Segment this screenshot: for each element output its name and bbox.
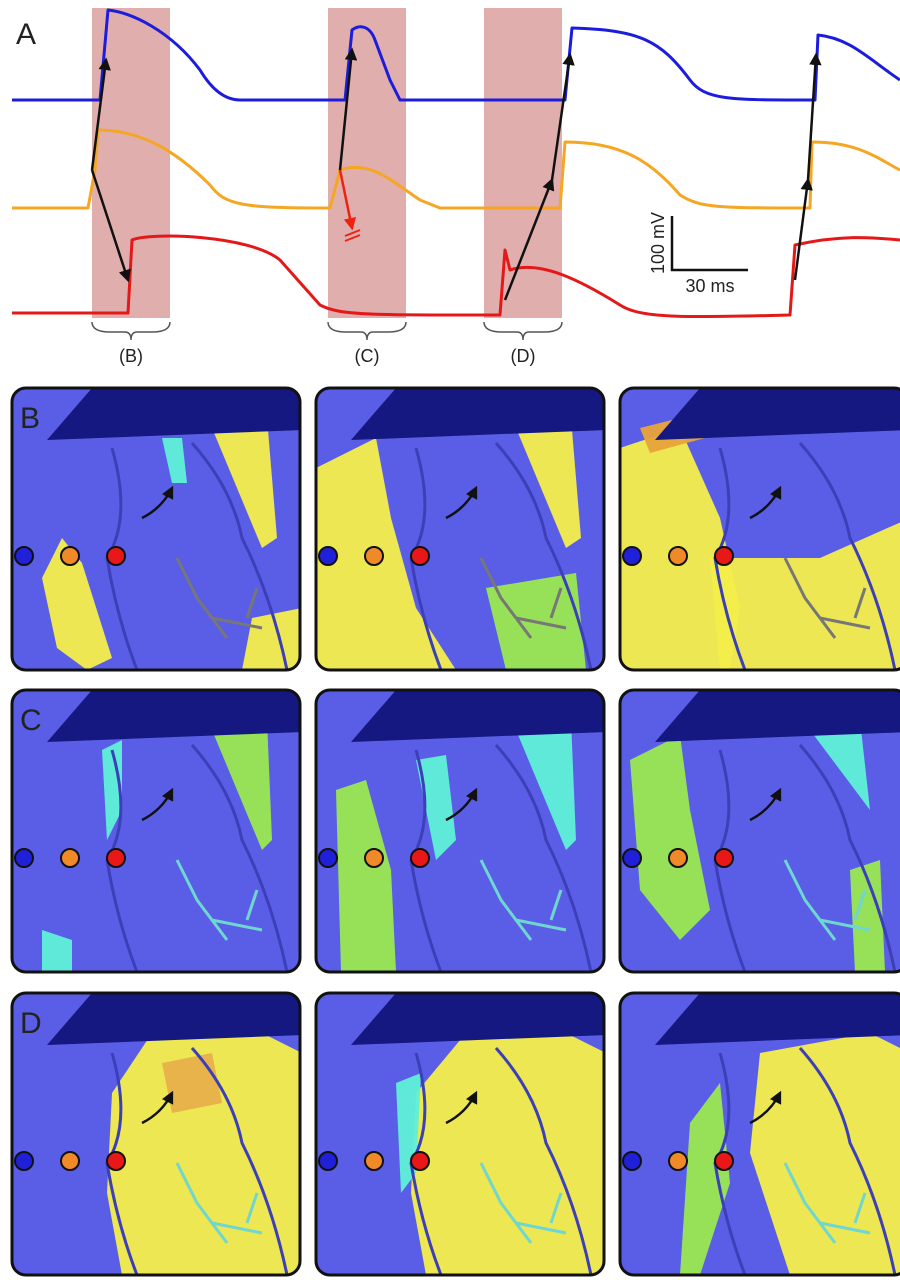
electrode-dot [411, 849, 429, 867]
window-label: (C) [355, 346, 380, 366]
window-label: (B) [119, 346, 143, 366]
voltage-scale: 100 mV [648, 212, 668, 274]
electrode-dot [669, 1152, 687, 1170]
sim-panel [316, 690, 606, 972]
row-label: C [20, 704, 42, 737]
electrode-dot [319, 547, 337, 565]
electrode-dot [61, 849, 79, 867]
sim-panel [620, 993, 900, 1275]
electrode-dot [61, 1152, 79, 1170]
braces [92, 322, 562, 340]
electrode-dot [411, 1152, 429, 1170]
electrode-dot [15, 547, 33, 565]
sim-panel [12, 388, 302, 670]
electrode-dot [15, 849, 33, 867]
electrode-dot [319, 849, 337, 867]
electrode-dot [107, 1152, 125, 1170]
electrode-dot [669, 849, 687, 867]
simulation-panels: B C D [12, 388, 900, 1275]
scale-bar: 100 mV 30 ms [648, 212, 748, 296]
electrode-dot [411, 547, 429, 565]
sim-panel [12, 690, 302, 972]
row-label: D [20, 1007, 42, 1040]
row-label: B [20, 402, 40, 435]
time-scale: 30 ms [685, 276, 734, 296]
electrode-dot [715, 849, 733, 867]
electrode-dot [623, 849, 641, 867]
panel-label: A [16, 18, 36, 51]
sim-panel [620, 690, 900, 972]
electrode-dot [715, 547, 733, 565]
sim-panel [316, 388, 606, 670]
sim-panel [620, 388, 900, 670]
activation-region [411, 1033, 606, 1275]
electrode-dot [623, 1152, 641, 1170]
electrode-dot [365, 1152, 383, 1170]
electrode-dot [107, 849, 125, 867]
electrode-dot [365, 849, 383, 867]
figure: 100 mV 30 ms (B) (C) (D) A B C D [0, 0, 900, 1280]
window-label: (D) [511, 346, 536, 366]
electrode-dot [715, 1152, 733, 1170]
sim-panel [12, 993, 302, 1275]
electrode-dot [15, 1152, 33, 1170]
activation-region [162, 1053, 222, 1113]
electrode-dot [365, 547, 383, 565]
sim-panel [316, 993, 606, 1275]
electrode-dot [61, 547, 79, 565]
electrode-dot [623, 547, 641, 565]
electrode-dot [669, 547, 687, 565]
panel-a: 100 mV 30 ms (B) (C) (D) A [12, 8, 900, 366]
electrode-dot [107, 547, 125, 565]
electrode-dot [319, 1152, 337, 1170]
